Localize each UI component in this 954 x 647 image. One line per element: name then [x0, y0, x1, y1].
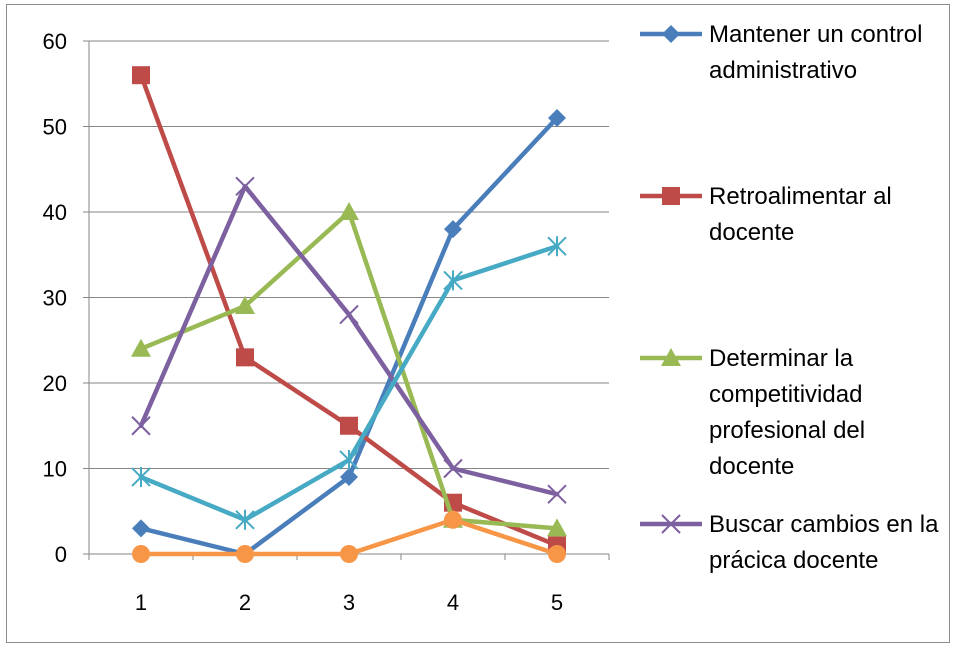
- series-4-point: [235, 509, 255, 530]
- series-3: [131, 176, 567, 504]
- series-4: [131, 236, 567, 530]
- legend-label: Determinar la: [709, 345, 854, 372]
- series-5-point: [132, 545, 150, 563]
- series-2-point: [339, 202, 359, 220]
- series-0-point: [132, 519, 150, 538]
- series-1-point: [340, 416, 358, 435]
- legend-entry-0: Mantener un control administrativo: [640, 21, 922, 84]
- x-tick-label: 5: [551, 590, 563, 615]
- series-1-point: [236, 348, 254, 367]
- series-0-point: [340, 468, 358, 487]
- x-tick-label: 1: [135, 590, 147, 615]
- series-3-point-stroke-b: [443, 458, 463, 479]
- legend-entry-3: Buscar cambios en la prácica docente: [640, 511, 939, 574]
- series-0-point: [548, 108, 566, 127]
- legend-label: administrativo: [709, 57, 857, 84]
- legend-label: docente: [709, 453, 794, 480]
- y-tick-label: 10: [43, 457, 67, 482]
- series-3-point-stroke-b: [131, 416, 151, 436]
- legend-label: Buscar cambios en la: [709, 511, 939, 538]
- series-5-point: [236, 545, 254, 563]
- series-1-point: [132, 66, 150, 85]
- legend-label: Mantener un control: [709, 21, 922, 48]
- legend-swatch-marker: [662, 187, 680, 205]
- legend-swatch-marker-stroke-b: [661, 514, 681, 534]
- y-tick-label: 60: [43, 29, 67, 54]
- series-3-point: [443, 458, 463, 479]
- series-5-point: [340, 545, 358, 563]
- series-3-point: [235, 176, 255, 197]
- series-3-point: [547, 484, 567, 504]
- y-tick-label: 0: [55, 542, 67, 567]
- y-tick-label: 20: [43, 371, 67, 396]
- y-tick-label: 50: [43, 115, 67, 140]
- series-5-point: [444, 510, 462, 529]
- legend: Mantener un control administrativo Retroal…: [640, 21, 939, 574]
- series-0-point: [444, 220, 462, 239]
- legend-swatch-marker: [661, 348, 681, 366]
- legend-entry-2: Determinar la competitividad profesional d…: [640, 345, 865, 480]
- legend-label: docente: [709, 219, 794, 246]
- series-3-point: [131, 416, 151, 436]
- series-2-point: [131, 338, 151, 357]
- series-2-point: [235, 296, 255, 315]
- series-4-point: [339, 449, 359, 470]
- legend-swatch-marker: [662, 25, 680, 43]
- x-tick-label: 2: [239, 590, 251, 615]
- gridlines: [89, 40, 609, 469]
- axes: 0 10 20 30 40 50 60 1 2 3 4 5: [43, 29, 610, 615]
- series-3-point-stroke-b: [339, 304, 359, 325]
- series-3-point: [339, 304, 359, 325]
- series-group: [131, 66, 567, 563]
- series-2: [131, 202, 567, 537]
- legend-swatch-marker: [661, 514, 681, 534]
- legend-label: profesional del: [709, 417, 865, 444]
- series-line-0: [138, 115, 560, 557]
- series-4-point: [547, 236, 567, 257]
- legend-label: prácica docente: [709, 547, 878, 574]
- y-tick-label: 30: [43, 286, 67, 311]
- series-5-point: [548, 545, 566, 563]
- legend-label: competitividad: [709, 381, 862, 408]
- series-4-point: [443, 270, 463, 291]
- x-tick-label: 3: [343, 590, 355, 615]
- series-3-point-stroke-b: [235, 176, 255, 197]
- legend-entry-1: Retroalimentar al docente: [640, 183, 892, 246]
- y-tick-label: 40: [43, 200, 67, 225]
- chart-frame: [6, 4, 950, 643]
- x-tick-label: 4: [447, 590, 459, 615]
- series-3-point-stroke-b: [547, 484, 567, 504]
- series-line-3: [138, 184, 560, 497]
- series-2-point: [547, 518, 567, 537]
- legend-label: Retroalimentar al: [709, 183, 892, 210]
- series-0: [132, 108, 566, 563]
- series-4-point: [131, 467, 151, 488]
- series-5: [132, 510, 566, 563]
